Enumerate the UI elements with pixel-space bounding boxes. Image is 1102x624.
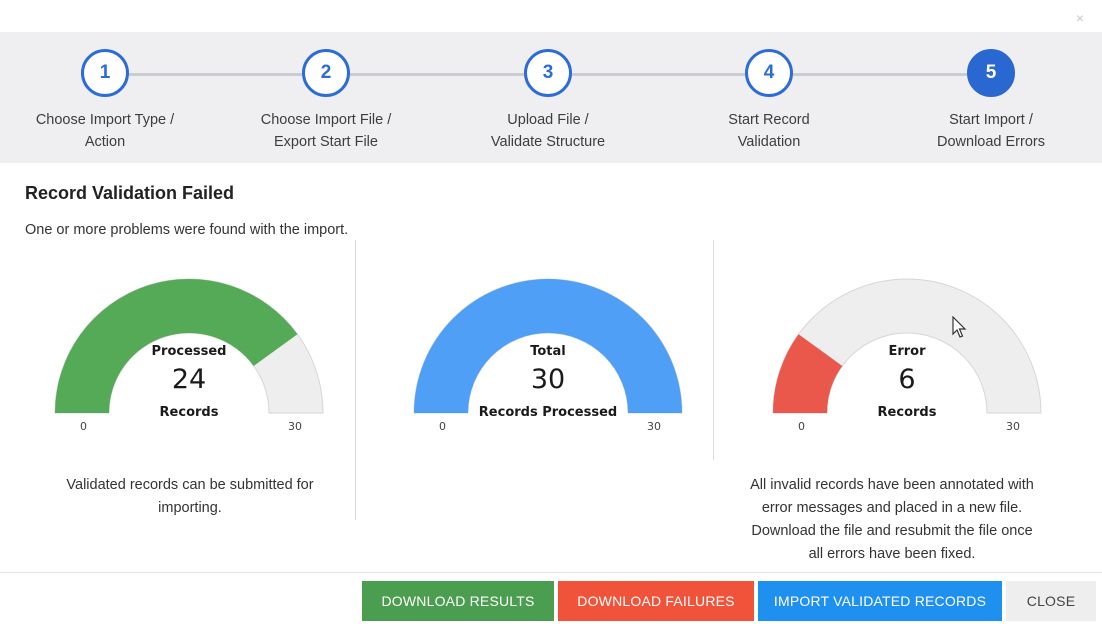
mouse-cursor-icon: [952, 316, 967, 338]
processed-gauge: Processed 24 Records 0 30: [44, 262, 334, 442]
download-results-button[interactable]: DOWNLOAD RESULTS: [362, 581, 554, 621]
step-2[interactable]: 2 Choose Import File / Export Start File: [216, 49, 436, 153]
step-connector: [350, 73, 524, 76]
step-5-label: Start Import / Download Errors: [937, 112, 1045, 150]
total-gauge-fill: [414, 279, 682, 413]
total-gauge: Total 30 Records Processed 0 30: [403, 262, 693, 442]
step-3-number[interactable]: 3: [524, 49, 572, 97]
error-gauge-fill: [773, 334, 843, 413]
total-gauge-max: 30: [647, 420, 661, 433]
processed-gauge-min: 0: [80, 420, 87, 433]
processed-gauge-arc: [54, 278, 324, 414]
step-4-number[interactable]: 4: [745, 49, 793, 97]
processed-gauge-max: 30: [288, 420, 302, 433]
total-gauge-arc: [413, 278, 683, 414]
page-title: Record Validation Failed: [25, 183, 235, 203]
step-5[interactable]: 5 Start Import / Download Errors: [881, 49, 1101, 153]
step-3[interactable]: 3 Upload File / Validate Structure: [438, 49, 658, 153]
close-button[interactable]: CLOSE: [1006, 581, 1096, 621]
column-divider: [713, 240, 714, 460]
error-gauge-unit: Records: [877, 405, 937, 420]
step-1-label: Choose Import Type / Action: [35, 112, 175, 150]
error-gauge-min: 0: [798, 420, 805, 433]
status-message: One or more problems were found with the…: [25, 222, 349, 238]
processed-gauge-title: Processed: [151, 344, 227, 359]
error-gauge-title: Error: [888, 344, 926, 359]
processed-note: Validated records can be submitted for i…: [66, 477, 314, 516]
error-gauge: Error 6 Records 0 30: [762, 262, 1052, 442]
dialog-footer: DOWNLOAD RESULTS DOWNLOAD FAILURES IMPOR…: [0, 572, 1102, 624]
processed-gauge-value: 24: [171, 364, 207, 395]
error-gauge-value: 6: [898, 364, 916, 395]
step-4[interactable]: 4 Start Record Validation: [659, 49, 879, 153]
step-connector: [129, 73, 302, 76]
import-validated-records-button[interactable]: IMPORT VALIDATED RECORDS: [758, 581, 1002, 621]
close-icon[interactable]: ×: [1075, 10, 1085, 26]
total-gauge-min: 0: [439, 420, 446, 433]
processed-gauge-fill: [55, 279, 298, 413]
step-2-label: Choose Import File / Export Start File: [260, 112, 392, 150]
step-1-number[interactable]: 1: [81, 49, 129, 97]
download-failures-button[interactable]: DOWNLOAD FAILURES: [558, 581, 754, 621]
step-2-number[interactable]: 2: [302, 49, 350, 97]
total-gauge-unit: Records Processed: [478, 405, 618, 420]
error-note: All invalid records have been annotated …: [750, 477, 1034, 562]
step-connector: [572, 73, 745, 76]
step-5-number[interactable]: 5: [967, 49, 1015, 97]
step-connector: [793, 73, 967, 76]
processed-gauge-unit: Records: [159, 405, 219, 420]
total-gauge-title: Total: [530, 344, 566, 359]
step-1[interactable]: 1 Choose Import Type / Action: [0, 49, 215, 153]
step-3-label: Upload File / Validate Structure: [490, 112, 606, 150]
error-gauge-max: 30: [1006, 420, 1020, 433]
total-gauge-value: 30: [530, 364, 566, 395]
step-4-label: Start Record Validation: [728, 112, 810, 150]
column-divider: [355, 240, 356, 520]
error-gauge-arc: [772, 278, 1042, 414]
error-gauge-track: [772, 278, 1042, 414]
import-stepper: 1 Choose Import Type / Action 2 Choose I…: [0, 32, 1102, 163]
